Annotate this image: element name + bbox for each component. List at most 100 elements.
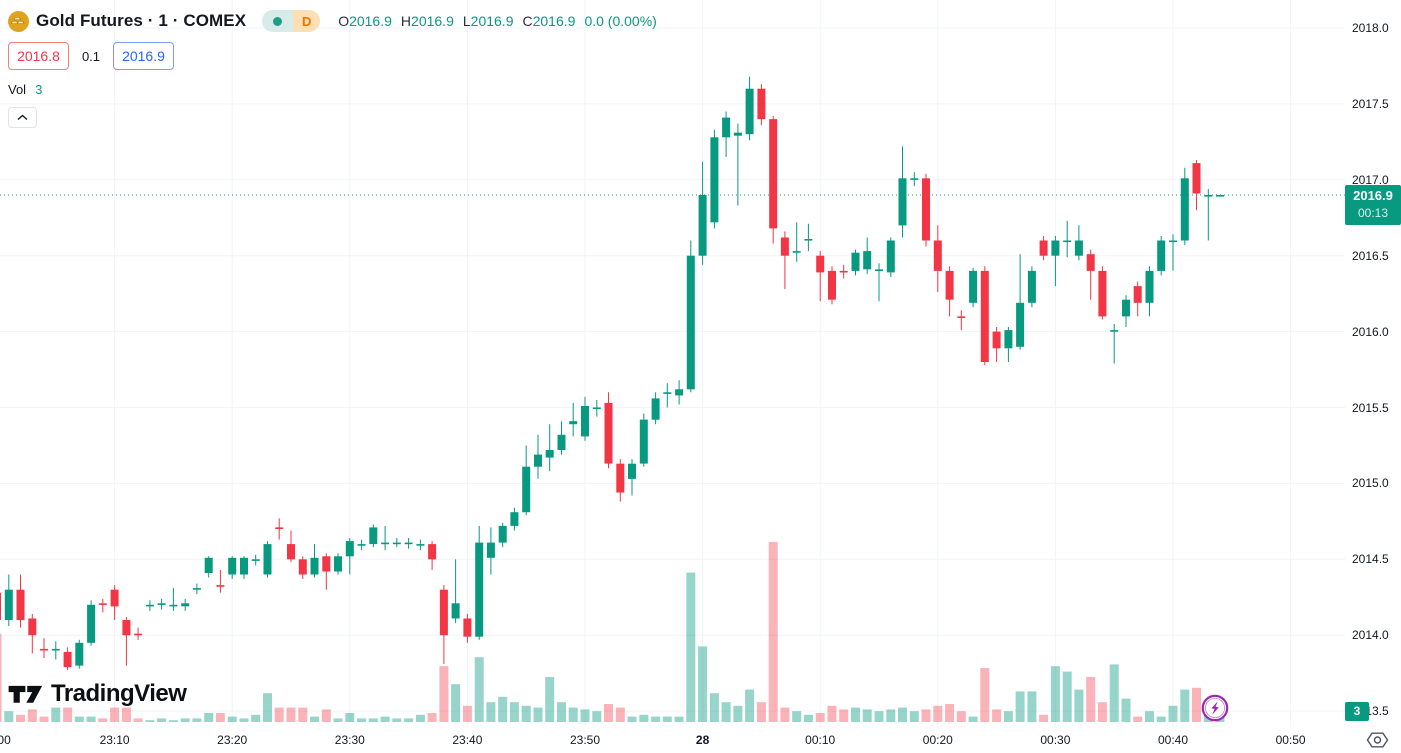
candle-body xyxy=(1063,240,1072,243)
interval-status-pill[interactable]: D xyxy=(262,10,321,32)
candle-body xyxy=(87,604,96,643)
volume-bar xyxy=(392,718,402,722)
volume-bar xyxy=(721,702,731,722)
candle-body xyxy=(945,270,954,300)
candle-body xyxy=(628,463,636,479)
price-tick-label: 2016.5 xyxy=(1352,248,1389,263)
volume-bar xyxy=(756,702,766,722)
time-tick-label: 23:40 xyxy=(452,733,483,747)
volume-bar xyxy=(1097,702,1107,722)
chevron-up-icon xyxy=(17,114,28,121)
volume-bar xyxy=(921,709,931,722)
volume-bar xyxy=(4,711,14,722)
market-status-segment[interactable] xyxy=(262,10,294,32)
candle-body xyxy=(792,251,801,253)
chart-pane[interactable] xyxy=(0,0,1345,727)
volume-axis-label: 3 xyxy=(1345,702,1369,722)
volume-bar xyxy=(604,704,613,722)
volume-bar xyxy=(745,689,755,722)
candle-body xyxy=(1027,270,1036,303)
volume-bar xyxy=(533,707,543,722)
volume-bar xyxy=(980,668,990,722)
volume-bar xyxy=(898,707,907,722)
volume-bar xyxy=(498,696,508,722)
axis-settings-nut-icon[interactable] xyxy=(1366,731,1389,749)
candle-body xyxy=(898,178,907,226)
volume-bar xyxy=(404,718,414,722)
candle-body xyxy=(604,402,613,464)
candle-body xyxy=(110,589,119,607)
flash-lightning-icon[interactable] xyxy=(1200,693,1230,723)
volume-bar xyxy=(686,572,696,722)
candle-body xyxy=(1086,254,1095,271)
candle-body xyxy=(240,557,248,575)
sell-button[interactable]: 2016.8 xyxy=(8,42,69,70)
volume-bar xyxy=(168,720,178,722)
candle-body xyxy=(1204,195,1213,197)
volume-label: Vol xyxy=(8,82,27,97)
volume-indicator-legend: Vol 3 xyxy=(8,82,657,97)
volume-bar xyxy=(1121,698,1131,722)
volume-bar xyxy=(215,713,225,722)
volume-bar xyxy=(1156,716,1166,722)
candle-body xyxy=(757,88,766,120)
volume-bar xyxy=(874,711,884,722)
volume-bar xyxy=(16,714,25,722)
volume-bar xyxy=(580,709,590,722)
volume-bar xyxy=(39,716,49,722)
candle-body xyxy=(1145,270,1154,303)
candle-body xyxy=(428,544,437,560)
volume-bar xyxy=(909,711,919,722)
volume-bar xyxy=(568,707,578,722)
candle-body xyxy=(1039,240,1048,256)
candle-body xyxy=(145,604,154,607)
candle-body xyxy=(228,557,237,575)
candle-body xyxy=(122,620,131,636)
time-tick-label: 00:40 xyxy=(1157,733,1189,747)
volume-bar xyxy=(27,709,37,722)
tradingview-logo[interactable]: TradingView xyxy=(8,680,187,708)
candle-body xyxy=(639,419,648,464)
volume-bar xyxy=(1062,671,1072,722)
interval-d-segment[interactable]: D xyxy=(293,10,321,32)
candle-body xyxy=(392,542,401,545)
price-axis[interactable]: 2016.9 00:13 3 2018.0 2017.5 2017.0 2016.5 2… xyxy=(1345,0,1401,727)
spread-value: 0.1 xyxy=(81,48,101,64)
volume-bar xyxy=(521,705,531,722)
candle-body xyxy=(439,589,448,636)
candle-body xyxy=(557,434,566,450)
candle-body xyxy=(416,544,425,546)
candle-body xyxy=(1192,163,1201,194)
symbol-title[interactable]: Gold Futures · 1 · COMEX xyxy=(36,11,247,30)
buy-button[interactable]: 2016.9 xyxy=(113,42,174,70)
candle-body xyxy=(40,648,48,651)
volume-bar xyxy=(415,714,425,722)
volume-bar xyxy=(1003,711,1013,722)
bar-countdown: 00:13 xyxy=(1357,205,1389,220)
time-tick-label: 00:30 xyxy=(1040,733,1071,747)
time-tick-label: 00:50 xyxy=(1275,733,1306,747)
price-tick-label: 2015.5 xyxy=(1352,400,1389,415)
price-tick-label: 2017.0 xyxy=(1352,172,1389,187)
volume-bar xyxy=(462,705,472,722)
candle-body xyxy=(28,618,37,636)
time-tick-label: 00 xyxy=(0,733,11,747)
volume-bar xyxy=(839,709,849,722)
candle-body xyxy=(98,603,107,605)
volume-bar xyxy=(780,707,790,722)
volume-bar xyxy=(133,718,143,722)
volume-bar xyxy=(192,718,202,722)
volume-bar xyxy=(86,716,96,722)
candle-body xyxy=(75,642,84,666)
volume-bar xyxy=(827,705,837,722)
candle-body xyxy=(192,588,201,590)
collapse-legend-button[interactable] xyxy=(8,107,37,128)
ohlc-item: O2016.9 xyxy=(338,13,392,29)
volume-bar xyxy=(321,709,331,722)
time-axis[interactable]: 00 23:10 23:20 23:30 23:40 23:50 28 00:10 00:20 0… xyxy=(0,727,1401,753)
volume-bar xyxy=(803,714,813,722)
candle-body xyxy=(745,88,754,135)
candle-body xyxy=(169,604,178,607)
ohlc-readout: O2016.9 H2016.9 L2016.9 C2016.9 0.0 (0.00%) xyxy=(338,13,657,29)
time-tick-label: 00:10 xyxy=(805,733,836,747)
